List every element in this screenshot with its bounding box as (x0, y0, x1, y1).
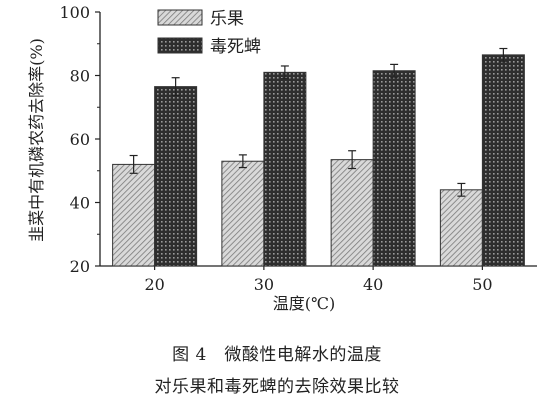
figure-caption-line-1: 图 4 微酸性电解水的温度 (172, 345, 382, 365)
x-tick-label: 30 (254, 275, 274, 294)
y-tick-label: 20 (70, 257, 90, 276)
plot-area: 20 40 60 80 100 20 30 40 50 (59, 3, 537, 294)
y-tick-label: 60 (70, 130, 90, 149)
bar-leguo-30 (221, 160, 265, 267)
y-tick-label: 80 (70, 67, 90, 86)
x-tick-label: 20 (144, 275, 164, 294)
bar-dusibi-40 (372, 70, 416, 267)
x-tick-label: 50 (472, 275, 492, 294)
legend-swatch-dusibi (157, 37, 203, 54)
figure-caption-line-2: 对乐果和毒死蜱的去除效果比较 (154, 377, 400, 397)
legend-swatch-leguo (157, 9, 203, 26)
bar-leguo-50 (439, 189, 483, 267)
x-axis-label: 温度(℃) (273, 294, 335, 313)
bar-leguo-20 (112, 163, 156, 267)
bar-leguo-40 (330, 159, 374, 267)
x-tick-label: 40 (363, 275, 383, 294)
y-tick-label: 100 (59, 3, 90, 22)
y-axis-label: 韭菜中有机磷农药去除率(%) (27, 38, 46, 242)
bar-dusibi-50 (481, 54, 525, 267)
y-tick-label: 40 (70, 194, 90, 213)
bar-dusibi-20 (154, 86, 198, 267)
bar-dusibi-30 (263, 71, 307, 267)
legend-label-leguo: 乐果 (210, 9, 244, 29)
legend-label-dusibi: 毒死蜱 (210, 37, 261, 57)
